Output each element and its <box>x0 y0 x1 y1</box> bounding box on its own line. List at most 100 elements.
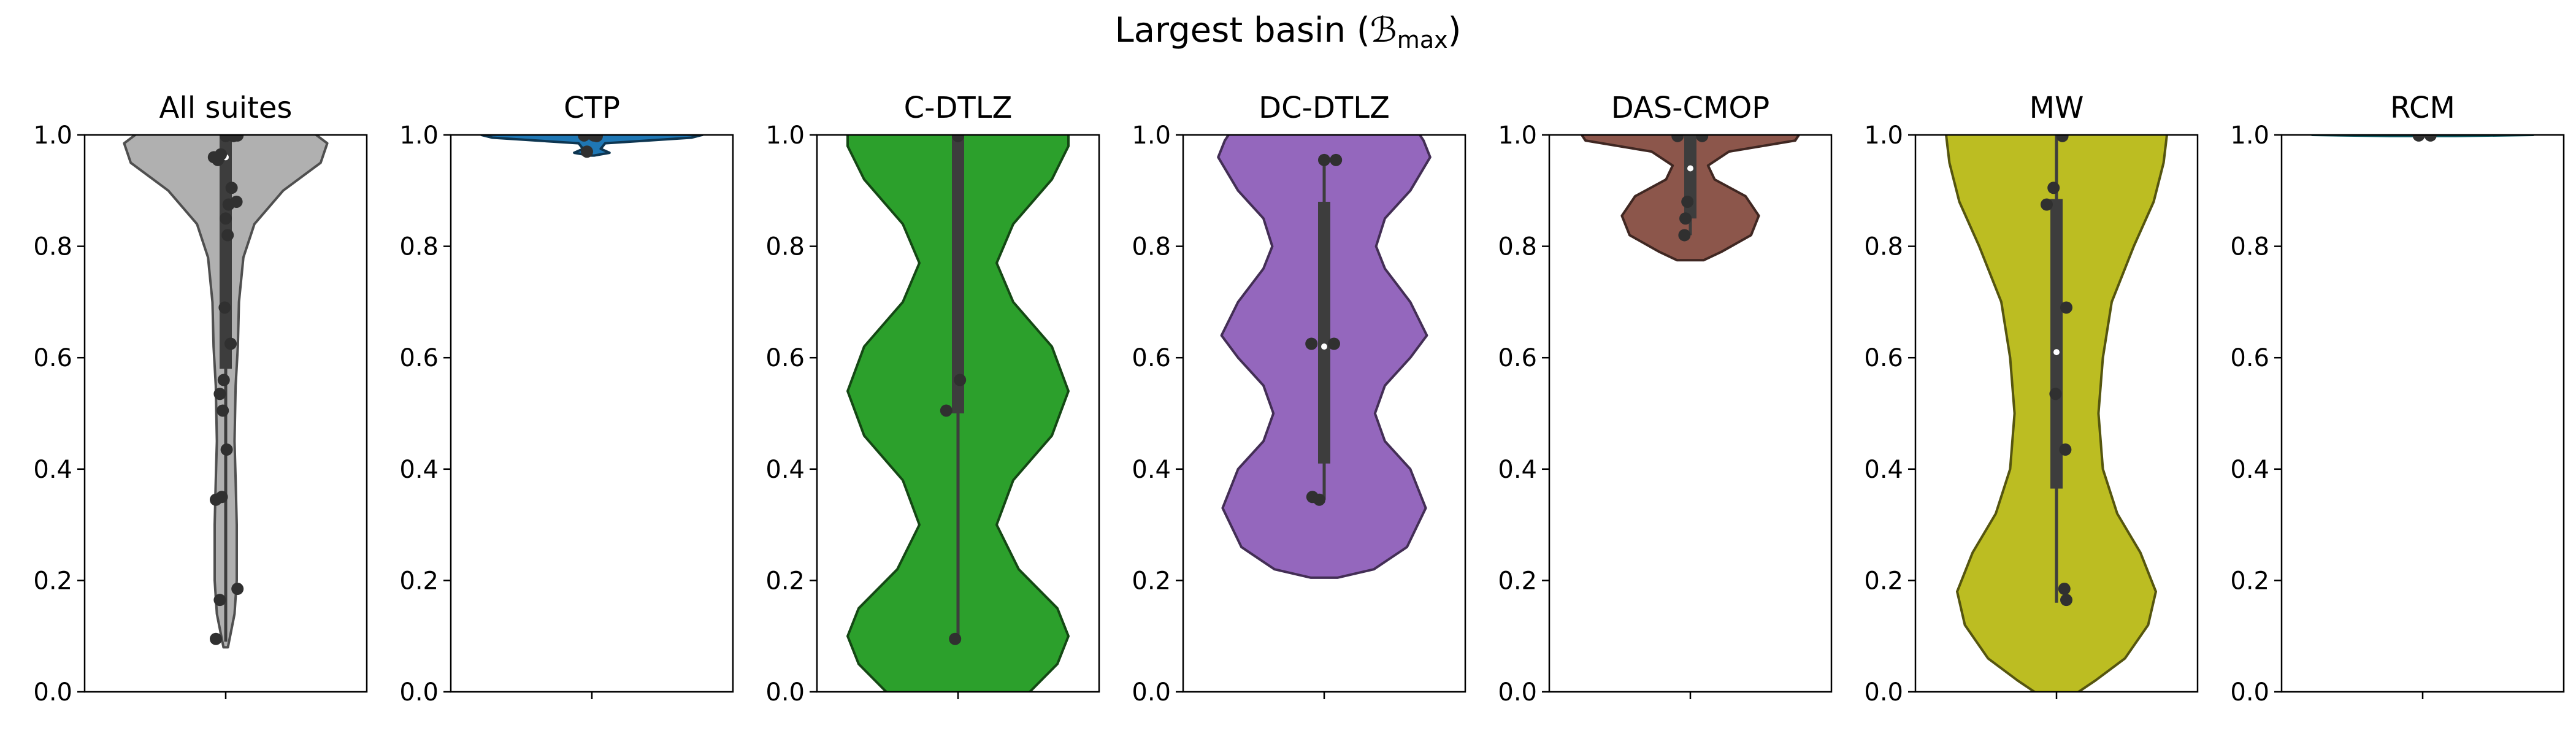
y-tick-label: 0.0 <box>399 678 439 707</box>
plot-area <box>1945 135 2168 692</box>
data-point <box>2060 301 2072 314</box>
panel-ctp: 0.0 0.2 0.4 0.6 0.8 1.0 CTP <box>399 91 734 707</box>
data-point <box>230 195 243 208</box>
y-tick-label: 0.8 <box>765 233 805 261</box>
box-median <box>1321 343 1327 350</box>
plot-area <box>846 135 1070 692</box>
box-median <box>1687 165 1693 172</box>
y-tick-label: 0.2 <box>2230 567 2269 595</box>
violin-body <box>480 135 703 157</box>
data-point <box>217 374 230 386</box>
y-tick-label: 0.0 <box>765 678 805 707</box>
y-tick-label: 0.0 <box>1864 678 1903 707</box>
y-tick-label: 0.4 <box>399 456 439 484</box>
data-point <box>221 229 234 242</box>
y-tick-label: 0.4 <box>33 456 72 484</box>
data-point <box>1330 153 1343 166</box>
data-point <box>1305 337 1318 350</box>
y-tick-label: 0.8 <box>2230 233 2269 261</box>
figure-title-subscript: max <box>1397 26 1448 53</box>
panel-title: RCM <box>2390 91 2455 125</box>
data-point <box>218 301 231 314</box>
panel-mw: 0.0 0.2 0.4 0.6 0.8 1.0 MW <box>1864 91 2199 707</box>
y-tick-label: 0.6 <box>1498 344 1537 372</box>
plot-area <box>123 135 329 649</box>
data-point <box>213 388 226 401</box>
data-point <box>1678 229 1691 242</box>
panel-frame <box>450 134 734 693</box>
y-tick-label: 0.4 <box>1864 456 1903 484</box>
y-tick-label: 0.0 <box>33 678 72 707</box>
y-tick-label: 0.8 <box>1132 233 1171 261</box>
panel-title: C-DTLZ <box>904 91 1013 125</box>
data-point <box>2412 135 2425 142</box>
data-point <box>1681 195 1694 208</box>
data-point <box>2058 583 2071 596</box>
data-point <box>2060 594 2072 607</box>
data-point <box>210 632 222 645</box>
data-point <box>581 145 593 158</box>
data-point <box>1313 493 1325 506</box>
panel-title: CTP <box>564 91 620 125</box>
y-tick-label: 0.4 <box>1498 456 1537 484</box>
y-tick-label: 0.0 <box>1132 678 1171 707</box>
panel-title: DAS-CMOP <box>1611 91 1769 125</box>
y-tick-label: 1.0 <box>399 121 439 150</box>
data-point <box>231 135 244 142</box>
data-point <box>2056 135 2069 142</box>
y-tick-label: 0.4 <box>765 456 805 484</box>
y-tick-label: 0.8 <box>1498 233 1537 261</box>
y-tick-label: 1.0 <box>2230 121 2269 150</box>
data-point <box>215 491 228 504</box>
box-iqr <box>1318 201 1330 464</box>
figure-title-close: ) <box>1448 10 1462 50</box>
box-iqr <box>220 135 232 369</box>
data-point <box>954 374 967 386</box>
data-point <box>2041 198 2053 211</box>
data-point <box>578 135 591 142</box>
data-point <box>1671 135 1684 142</box>
y-tick-label: 0.2 <box>765 567 805 595</box>
y-tick-label: 0.6 <box>399 344 439 372</box>
panel-title: All suites <box>159 91 293 125</box>
figure-title: Largest basin (ℬmax) <box>1115 10 1462 53</box>
plot-area <box>1217 135 1432 579</box>
y-tick-label: 1.0 <box>1132 121 1171 150</box>
data-point <box>231 583 244 596</box>
panel-das-cmop: 0.0 0.2 0.4 0.6 0.8 1.0 DAS-CMOP <box>1498 91 1833 707</box>
plot-area <box>1580 135 1801 262</box>
y-tick-label: 0.6 <box>765 344 805 372</box>
y-tick-label: 0.0 <box>2230 678 2269 707</box>
panel-dc-dtlz: 0.0 0.2 0.4 0.6 0.8 1.0 DC-DTLZ <box>1132 91 1466 707</box>
data-point <box>217 404 229 417</box>
data-point <box>1696 135 1709 142</box>
y-tick-label: 0.6 <box>1864 344 1903 372</box>
data-point <box>2049 388 2062 401</box>
figure-title-math: ℬ <box>1370 10 1397 50</box>
data-point <box>220 443 233 456</box>
panel-rcm: 0.0 0.2 0.4 0.6 0.8 1.0 RCM <box>2230 91 2565 707</box>
panels: 0.0 0.2 0.4 0.6 0.8 1.0 All suites 0.0 0.2 0.4 0.6… <box>33 91 2565 707</box>
panel-title: DC-DTLZ <box>1259 91 1390 125</box>
y-tick-label: 0.6 <box>1132 344 1171 372</box>
data-point <box>952 135 964 142</box>
panel-all-suites: 0.0 0.2 0.4 0.6 0.8 1.0 All suites <box>33 91 368 707</box>
data-point <box>215 148 227 161</box>
data-point <box>588 135 600 142</box>
data-point <box>1328 337 1340 350</box>
y-tick-label: 0.2 <box>33 567 72 595</box>
y-tick-label: 0.4 <box>1132 456 1171 484</box>
box-median <box>2053 349 2060 356</box>
box-iqr <box>2050 199 2063 489</box>
y-tick-label: 0.0 <box>1498 678 1537 707</box>
y-tick-label: 1.0 <box>1498 121 1537 150</box>
data-point <box>2047 182 2060 194</box>
plot-area <box>480 135 703 158</box>
y-tick-label: 0.8 <box>1864 233 1903 261</box>
box-iqr <box>952 135 964 413</box>
data-point <box>220 212 232 225</box>
panel-title: MW <box>2030 91 2084 125</box>
y-tick-label: 0.2 <box>1864 567 1903 595</box>
data-point <box>1318 153 1330 166</box>
